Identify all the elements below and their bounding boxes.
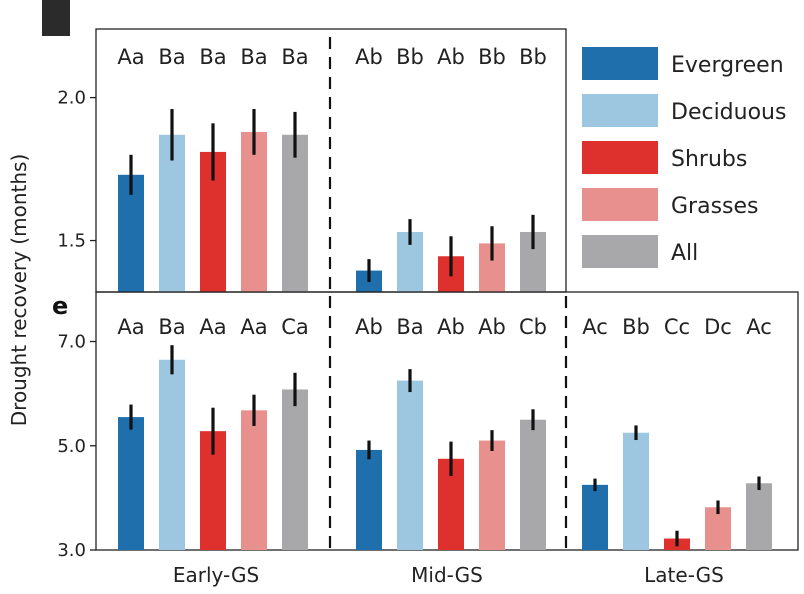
significance-letter: Aa bbox=[117, 45, 144, 69]
legend-label-deciduous: Deciduous bbox=[671, 100, 786, 125]
significance-letter: Ba bbox=[199, 45, 226, 69]
significance-letter: Cb bbox=[519, 315, 547, 339]
panel-label-e: e bbox=[52, 292, 68, 320]
bar-early-gs-all bbox=[282, 389, 308, 550]
bar-early-gs-evergreen bbox=[118, 417, 144, 550]
bar-late-gs-deciduous bbox=[623, 432, 649, 550]
significance-letter: Ac bbox=[746, 315, 772, 339]
legend-swatch-grasses bbox=[582, 188, 658, 221]
significance-letter: Aa bbox=[199, 315, 226, 339]
bar-mid-gs-deciduous bbox=[397, 380, 423, 550]
bar-early-gs-deciduous bbox=[159, 359, 185, 550]
significance-letter: Bb bbox=[622, 315, 650, 339]
legend-label-shrubs: Shrubs bbox=[671, 147, 747, 172]
significance-letter: Bb bbox=[396, 45, 424, 69]
panel-marker-block bbox=[42, 0, 70, 36]
significance-letter: Ab bbox=[355, 45, 383, 69]
bar-late-gs-all bbox=[746, 483, 772, 550]
significance-letter: Ab bbox=[437, 315, 465, 339]
significance-letter: Ba bbox=[158, 45, 185, 69]
y-tick-label: 5.0 bbox=[57, 436, 86, 457]
significance-letter: Ab bbox=[437, 45, 465, 69]
significance-letter: Ba bbox=[240, 45, 267, 69]
bar-early-gs-grasses bbox=[241, 131, 267, 292]
bar-early-gs-deciduous bbox=[159, 134, 185, 292]
significance-letter: Aa bbox=[117, 315, 144, 339]
legend-swatch-all bbox=[582, 235, 658, 268]
legend-label-evergreen: Evergreen bbox=[671, 53, 784, 78]
bar-mid-gs-evergreen bbox=[356, 449, 382, 550]
x-tick-label: Late-GS bbox=[644, 563, 724, 587]
bar-early-gs-all bbox=[282, 134, 308, 292]
significance-letter: Ab bbox=[355, 315, 383, 339]
significance-letter: Dc bbox=[704, 315, 732, 339]
significance-letter: Ca bbox=[281, 315, 309, 339]
bar-late-gs-grasses bbox=[705, 507, 731, 550]
y-tick-label: 1.5 bbox=[57, 231, 86, 252]
significance-letter: Ac bbox=[582, 315, 608, 339]
significance-letter: Ab bbox=[478, 315, 506, 339]
bar-mid-gs-all bbox=[520, 419, 546, 550]
significance-letter: Cc bbox=[664, 315, 690, 339]
y-tick-label: 3.0 bbox=[57, 540, 86, 561]
legend: Evergreen Deciduous Shrubs Grasses All bbox=[582, 47, 786, 268]
legend-swatch-shrubs bbox=[582, 141, 658, 174]
y-axis-title: Drought recovery (months) bbox=[7, 154, 31, 426]
significance-letter: Bb bbox=[519, 45, 547, 69]
significance-letter: Ba bbox=[158, 315, 185, 339]
legend-swatch-deciduous bbox=[582, 94, 658, 127]
y-tick-label: 7.0 bbox=[57, 332, 86, 353]
x-tick-label: Early-GS bbox=[173, 563, 259, 587]
significance-letter: Ba bbox=[281, 45, 308, 69]
significance-letter: Aa bbox=[240, 315, 267, 339]
significance-letter: Ba bbox=[396, 315, 423, 339]
bar-late-gs-evergreen bbox=[582, 484, 608, 550]
bar-mid-gs-grasses bbox=[479, 440, 505, 550]
significance-letter: Bb bbox=[478, 45, 506, 69]
y-tick-label: 2.0 bbox=[57, 88, 86, 109]
legend-label-grasses: Grasses bbox=[671, 194, 759, 219]
x-tick-label: Mid-GS bbox=[411, 563, 483, 587]
bar-early-gs-grasses bbox=[241, 410, 267, 550]
legend-label-all: All bbox=[671, 241, 698, 266]
legend-swatch-evergreen bbox=[582, 47, 658, 80]
